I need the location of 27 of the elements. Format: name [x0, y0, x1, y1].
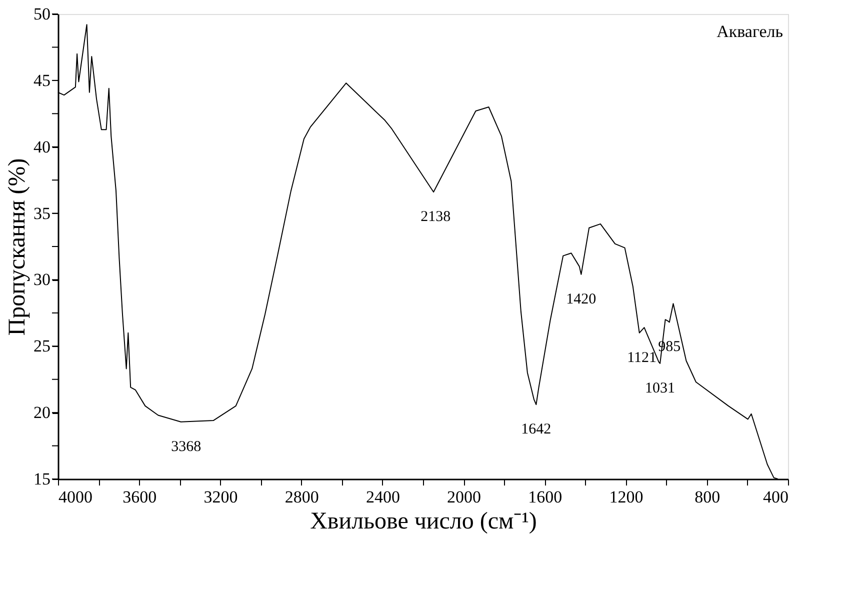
y-axis-title: Пропускання (%)	[4, 158, 30, 336]
y-tick-label: 50	[34, 4, 50, 24]
x-tick-label: 3200	[204, 488, 238, 506]
y-tick-label: 15	[34, 470, 50, 488]
y-tick-label: 45	[34, 70, 50, 90]
y-tick-label: 35	[34, 204, 50, 223]
y-tick-label: 25	[34, 336, 50, 356]
x-tick-label: 2000	[447, 488, 482, 506]
annotation: 1121	[627, 350, 657, 366]
annotation: 2138	[420, 209, 451, 226]
annotation: 1642	[521, 422, 552, 438]
annotation: 1420	[566, 291, 596, 308]
y-tick-label: 30	[34, 270, 50, 290]
y-tick-label: 20	[34, 403, 50, 422]
x-axis-title: Хвильове число (см⁻¹)	[310, 508, 537, 534]
x-tick-label: 2400	[366, 488, 400, 506]
x-tick-label: 4000	[58, 488, 92, 506]
x-tick-label: 400	[763, 488, 788, 506]
annotation: 3368	[171, 438, 202, 455]
x-tick-label: 1600	[528, 488, 562, 506]
x-tick-label: 800	[694, 488, 720, 506]
x-tick-label: 3600	[122, 488, 157, 506]
x-tick-label: 1200	[609, 488, 644, 506]
x-tick-label: 2800	[284, 488, 319, 506]
annotation: Аквагель	[716, 22, 784, 41]
y-tick-label: 40	[34, 137, 50, 156]
annotation: 1031	[645, 380, 676, 396]
